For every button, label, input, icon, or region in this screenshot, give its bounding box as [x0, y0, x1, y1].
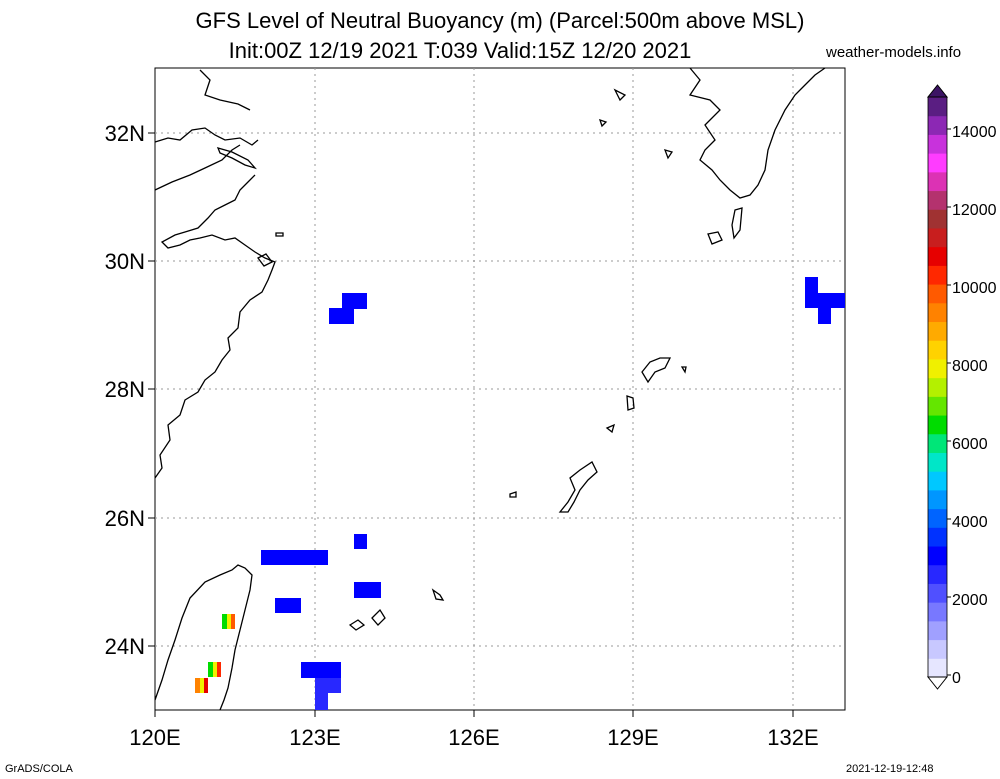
- site-label: weather-models.info: [826, 44, 962, 61]
- colorbar-label-6000: 6000: [952, 436, 988, 453]
- colorbar-swatch: [928, 134, 947, 154]
- lon-label-123: 123E: [289, 725, 340, 750]
- colorbar-swatch: [928, 396, 947, 416]
- colorbar-swatch: [928, 452, 947, 472]
- lat-label-26: 26N: [105, 506, 145, 531]
- lat-label-28: 28N: [105, 377, 145, 402]
- lon-label-132: 132E: [767, 725, 818, 750]
- colorbar-swatch: [928, 377, 947, 397]
- cell-blue-e: [818, 308, 831, 324]
- coast-north-china: [199, 69, 251, 111]
- colorbar-label-14000: 14000: [952, 124, 997, 141]
- coast-tokunoshima: [626, 395, 635, 411]
- coast-ishigaki: [348, 608, 386, 631]
- lon-label-120: 120E: [129, 725, 180, 750]
- cell-rainbow-a3: [231, 614, 235, 629]
- colorbar-swatch: [928, 583, 947, 603]
- colorbar-swatch: [928, 115, 947, 135]
- colorbar-label-0: 0: [952, 670, 961, 687]
- cell-blue-f: [354, 534, 367, 549]
- coast-amami-oshima: [641, 357, 687, 384]
- colorbar-swatch: [928, 433, 947, 453]
- colorbar-swatch: [928, 415, 947, 435]
- colorbar-swatch: [928, 489, 947, 510]
- coast-osumi-islands: [707, 207, 743, 245]
- coast-yangtze-inner: [154, 144, 241, 191]
- cell-blue-d: [805, 293, 845, 308]
- colorbar-swatch: [928, 209, 947, 229]
- lon-label-126: 126E: [448, 725, 499, 750]
- colorbar-swatch: [928, 508, 947, 528]
- cell-rainbow-a2: [222, 614, 227, 629]
- colorbar-swatch: [928, 639, 947, 659]
- colorbar-bottom-arrow: [926, 676, 949, 690]
- coast-kyushu: [688, 67, 826, 199]
- colorbar-swatch: [928, 321, 947, 341]
- colorbar-swatch: [928, 246, 947, 266]
- colorbar-swatch: [928, 227, 947, 248]
- chart-title: GFS Level of Neutral Buoyancy (m) (Parce…: [195, 8, 805, 33]
- colorbar-swatch: [928, 527, 947, 547]
- colorbar-swatch: [928, 340, 947, 360]
- coast-chongming: [216, 147, 257, 170]
- cell-blue-a: [342, 293, 367, 309]
- coast-okinawa: [558, 461, 598, 513]
- lat-label-30: 30N: [105, 249, 145, 274]
- colorbar-label-4000: 4000: [952, 514, 988, 531]
- colorbar-swatch: [928, 471, 947, 491]
- coast-okinoerabu: [605, 423, 616, 434]
- colorbar-swatch: [928, 602, 947, 622]
- colorbar-swatch: [928, 564, 947, 584]
- lat-label-32: 32N: [105, 121, 145, 146]
- cell-blue-k: [315, 678, 341, 693]
- cell-blue-b: [329, 308, 354, 324]
- colorbar: [926, 84, 951, 690]
- cell-blue-i: [275, 598, 301, 613]
- cell-rainbow-b3: [217, 662, 221, 677]
- colorbar-label-12000: 12000: [952, 202, 997, 219]
- colorbar-swatch: [928, 153, 947, 173]
- colorbar-label-2000: 2000: [952, 592, 988, 609]
- coast-zhoushan-1: [257, 253, 273, 267]
- coast-miyako: [431, 588, 445, 601]
- axis-ticks: [148, 132, 794, 717]
- colorbar-swatch: [928, 97, 947, 117]
- cell-rainbow-b2: [208, 662, 213, 677]
- coast-taiwan: [154, 564, 253, 711]
- colorbar-swatch: [928, 658, 947, 678]
- gridlines: [155, 68, 845, 710]
- colorbar-swatch: [928, 302, 947, 323]
- colorbar-swatch: [928, 620, 947, 641]
- cell-blue-l: [315, 693, 328, 710]
- coastlines: [154, 67, 826, 711]
- lat-label-24: 24N: [105, 634, 145, 659]
- colorbar-swatch: [928, 284, 947, 304]
- chart-subtitle: Init:00Z 12/19 2021 T:039 Valid:15Z 12/2…: [228, 38, 692, 63]
- coast-china-mainland: [154, 174, 276, 479]
- colorbar-label-10000: 10000: [952, 280, 997, 297]
- colorbar-swatch: [928, 546, 947, 566]
- coast-yangtze-estuary: [154, 127, 259, 146]
- colorbar-swatch: [928, 171, 947, 192]
- coast-zhoushan-2: [275, 232, 284, 237]
- cell-rainbow-c2: [195, 678, 200, 693]
- lon-label-129: 129E: [607, 725, 658, 750]
- cell-blue-g: [261, 550, 328, 565]
- data-cells: [195, 277, 845, 710]
- cell-blue-j: [301, 662, 341, 678]
- cell-rainbow-c3: [204, 678, 208, 693]
- colorbar-swatch: [928, 265, 947, 285]
- coast-kume: [509, 491, 517, 498]
- colorbar-swatch: [928, 190, 947, 210]
- colorbar-top-arrow: [926, 84, 949, 98]
- colorbar-label-8000: 8000: [952, 358, 988, 375]
- footer-credit: GrADS/COLA: [5, 763, 73, 775]
- colorbar-outline: [927, 96, 948, 678]
- cell-blue-h: [354, 582, 381, 598]
- coast-kyushu-west: [598, 88, 674, 160]
- colorbar-swatch: [928, 358, 947, 379]
- footer-timestamp: 2021-12-19-12:48: [846, 763, 934, 775]
